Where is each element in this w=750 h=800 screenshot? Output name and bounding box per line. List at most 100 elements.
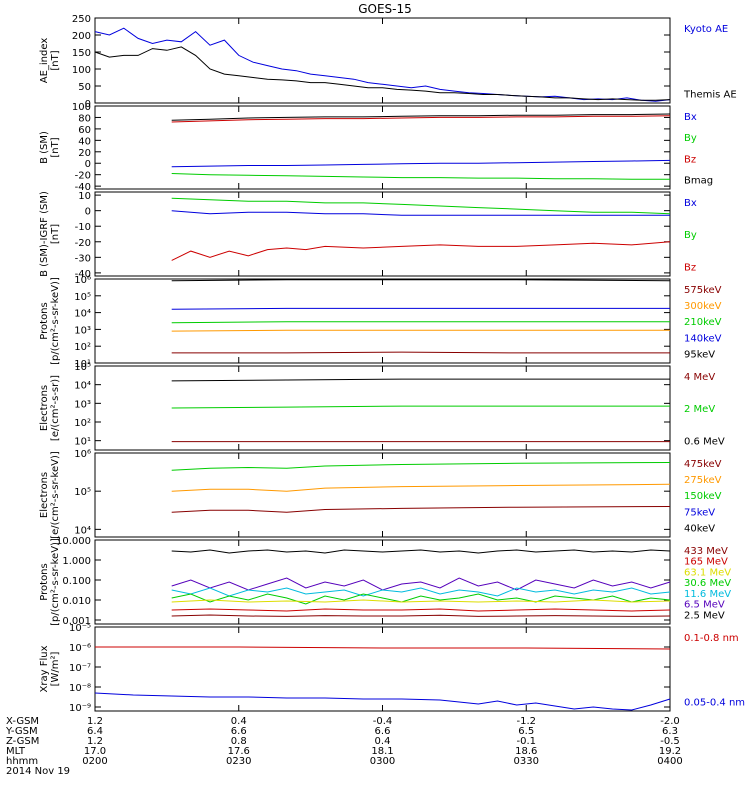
y-tick-label: 10² — [74, 342, 91, 353]
series-line-0-1-0-8-nm — [95, 646, 671, 650]
y-tick-label: 100 — [72, 102, 91, 113]
y-tick-label: 10⁶ — [74, 275, 91, 286]
y-axis-label: B (SM)[nT] — [39, 131, 61, 164]
series-line-bmag — [171, 113, 671, 121]
legend-275kev: 275keV — [684, 475, 722, 486]
series-line-275kev — [171, 483, 671, 492]
legend-bx: Bx — [684, 112, 697, 123]
legend-themis-ae: Themis AE — [683, 89, 737, 100]
chart-title: GOES-15 — [358, 2, 412, 16]
y-axis-label-line: Electrons — [39, 385, 50, 431]
x-tick-label: 17.6 — [228, 746, 250, 757]
panel-3: -40 -30 -20 -10 0 10 B (SM)-IGRF (SM)[nT] Bx By B… — [39, 191, 697, 280]
series-line-themis-ae — [94, 46, 671, 101]
y-axis-label: Xray Flux[W/m²] — [39, 645, 61, 692]
y-tick-label: 250 — [72, 14, 91, 25]
y-axis-label: Protons[p/(cm²-s-sr-keV)] — [39, 277, 61, 365]
y-axis-label-line: [W/m²] — [50, 651, 61, 686]
series-line-575kev — [171, 351, 670, 354]
y-axis-label-line: Electrons — [39, 472, 50, 518]
y-tick-label: 10.000 — [56, 536, 91, 547]
x-row-label: X-GSM — [6, 716, 39, 727]
panel-frame — [94, 626, 671, 712]
x-tick-label: 6.6 — [375, 726, 391, 737]
y-axis-label-line: [p/(cm²-s-sr-keV)] — [50, 538, 61, 626]
x-tick-label: 19.2 — [659, 746, 681, 757]
x-row-label: MLT — [6, 746, 26, 757]
y-tick-label: 10⁵ — [74, 292, 91, 303]
x-tick-label: 0200 — [82, 756, 107, 767]
y-tick-label: 10² — [74, 418, 91, 429]
panel-4: 10¹ 10² 10³ 10⁴ 10⁵ 10⁶ Protons[p/(cm²-s-sr-ke… — [39, 275, 722, 370]
x-tick-label: 17.0 — [84, 746, 106, 757]
series-line-bx — [171, 210, 670, 216]
y-axis-label: Electrons[e/(cm²-s-sr)] — [39, 375, 61, 441]
y-tick-label: 0.001 — [62, 616, 91, 627]
series-line-2-mev — [171, 405, 670, 409]
y-tick-label: 10⁴ — [74, 525, 91, 536]
y-tick-label: 50 — [78, 82, 91, 93]
series-line-30-6-mev — [171, 593, 671, 605]
series-line-475kev — [171, 506, 671, 513]
y-axis-label: B (SM)-IGRF (SM)[nT] — [39, 191, 61, 277]
panel-frame — [94, 539, 671, 625]
y-tick-label: 10¹ — [74, 359, 91, 370]
legend-2-mev: 2 MeV — [684, 404, 715, 415]
y-tick-label: 0 — [85, 99, 91, 110]
legend-bx: Bx — [684, 198, 697, 209]
y-tick-label: 0 — [85, 207, 91, 218]
series-line-by — [171, 173, 670, 180]
y-tick-label: 10⁶ — [74, 449, 91, 460]
series-line-kyoto-ae — [94, 27, 671, 102]
legend-0-1-0-8-nm: 0.1-0.8 nm — [684, 633, 739, 644]
panel-1: 0 50 100 150 200 250 AE_index[nT] Kyoto AE Themi… — [39, 14, 737, 110]
x-tick-label: 6.6 — [231, 726, 247, 737]
x-row-label: 2014 Nov 19 — [6, 766, 70, 777]
x-tick-label: 6.4 — [87, 726, 103, 737]
legend-4-mev: 4 MeV — [684, 372, 715, 383]
legend-75kev: 75keV — [684, 507, 715, 518]
series-line-by — [171, 197, 671, 215]
x-tick-label: -2.0 — [660, 716, 680, 727]
series-line-2-5-mev — [171, 549, 671, 554]
legend-165-mev: 165 MeV — [684, 557, 728, 568]
legend-150kev: 150keV — [684, 491, 722, 502]
y-tick-label: -40 — [75, 269, 91, 280]
panel-frame — [94, 17, 671, 104]
y-axis-label-line: AE_index — [39, 38, 50, 84]
legend-95kev: 95keV — [684, 349, 715, 360]
legend-0-6-mev: 0.6 MeV — [684, 436, 725, 447]
y-tick-label: 10⁻⁵ — [69, 623, 91, 634]
y-tick-label: 10³ — [74, 399, 91, 410]
y-tick-label: -20 — [75, 238, 91, 249]
series-line-bz — [171, 115, 671, 123]
y-tick-label: 20 — [78, 148, 91, 159]
legend-bmag: Bmag — [684, 175, 713, 186]
panel-frame — [94, 191, 671, 277]
x-tick-label: 18.1 — [371, 746, 393, 757]
legend-by: By — [684, 133, 697, 144]
y-tick-label: 150 — [72, 48, 91, 59]
x-tick-label: 6.3 — [662, 726, 678, 737]
x-tick-label: 0400 — [657, 756, 682, 767]
series-line-63-1-mev — [171, 599, 671, 603]
series-line-165-mev — [171, 608, 671, 612]
y-tick-label: -20 — [75, 171, 91, 182]
series-line-300kev — [171, 329, 670, 332]
x-row-label: Z-GSM — [6, 736, 39, 747]
y-axis-label-line: [nT] — [50, 224, 61, 244]
y-tick-label: 10⁵ — [74, 487, 91, 498]
panel-frame — [94, 278, 671, 364]
panel-frame — [94, 452, 671, 538]
y-axis-label-line: Xray Flux — [39, 645, 50, 692]
panel-6: 10⁴ 10⁵ 10⁶ Electrons[e/(cm²-s-sr-keV)] 475k… — [39, 449, 722, 539]
legend-2-5-mev: 2.5 MeV — [684, 610, 725, 621]
series-line-0-6-mev — [171, 378, 670, 382]
legend-by: By — [684, 230, 697, 241]
panel-8: 10⁻⁹ 10⁻⁸ 10⁻⁷ 10⁻⁶ 10⁻⁵ Xray Flux[W/m²] 0.1-0… — [39, 623, 745, 714]
legend-bz: Bz — [684, 262, 696, 273]
legend-300kev: 300keV — [684, 301, 722, 312]
